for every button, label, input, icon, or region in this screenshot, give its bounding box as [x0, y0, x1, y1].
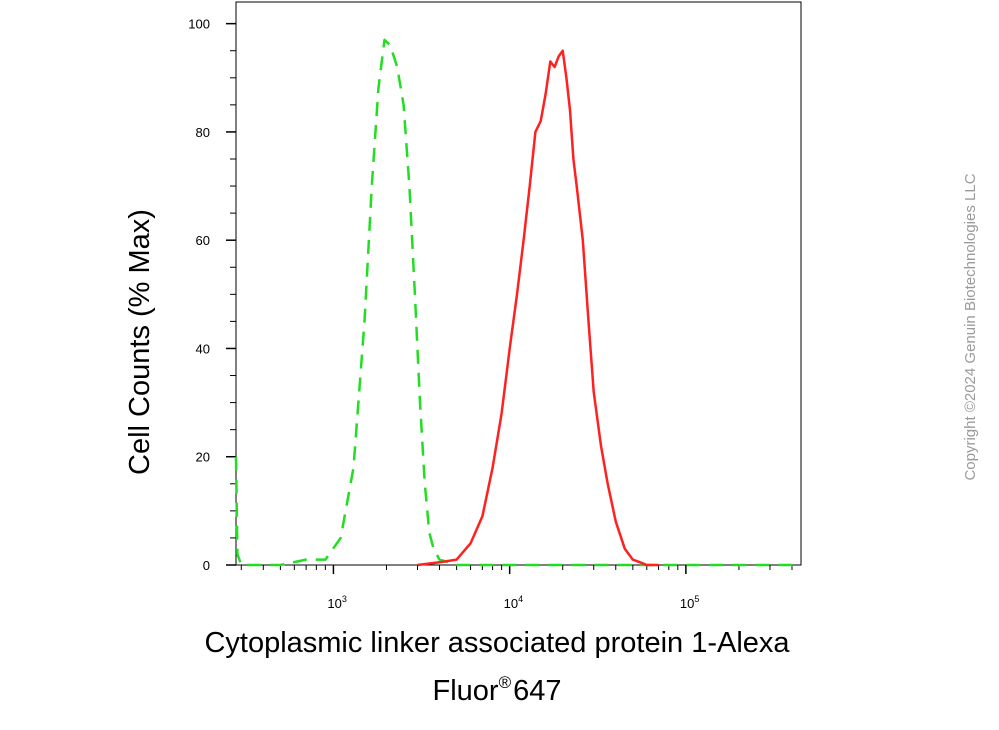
x-axis-label-647: 647 — [513, 675, 561, 707]
y-axis: 0 20 40 60 80 100 — [188, 17, 236, 573]
plot-frame — [235, 1, 802, 566]
copyright-watermark: Copyright ©2024 Genuin Biotechnologies L… — [962, 173, 979, 480]
x-axis-label-line2: Fluor®647 — [433, 673, 562, 707]
x-axis: 103 104 105 — [240, 565, 793, 611]
control-histogram-line — [234, 38, 801, 567]
x-tick-label-base: 10 — [680, 596, 694, 611]
y-tick-label: 80 — [196, 125, 210, 140]
x-tick-label-base: 10 — [504, 596, 518, 611]
y-tick-label: 100 — [188, 17, 210, 32]
y-tick-label: 60 — [196, 233, 210, 248]
series-group — [234, 38, 801, 567]
x-tick-label: 105 — [680, 594, 699, 611]
sample-histogram-line — [417, 49, 659, 567]
x-tick-label-base: 10 — [327, 596, 341, 611]
x-tick-label: 104 — [504, 594, 523, 611]
x-tick-label: 103 — [327, 594, 346, 611]
y-tick-label: 40 — [196, 341, 210, 356]
y-tick-label: 0 — [203, 558, 210, 573]
x-tick-label-exponent: 4 — [518, 594, 523, 604]
x-tick-label-exponent: 3 — [342, 594, 347, 604]
y-axis-label: Cell Counts (% Max) — [124, 209, 156, 475]
x-axis-label-fluor: Fluor — [433, 675, 499, 707]
registered-mark: ® — [499, 673, 512, 692]
x-tick-label-exponent: 5 — [694, 594, 699, 604]
y-tick-label: 20 — [196, 450, 210, 465]
x-axis-label-line1: Cytoplasmic linker associated protein 1-… — [204, 627, 790, 659]
